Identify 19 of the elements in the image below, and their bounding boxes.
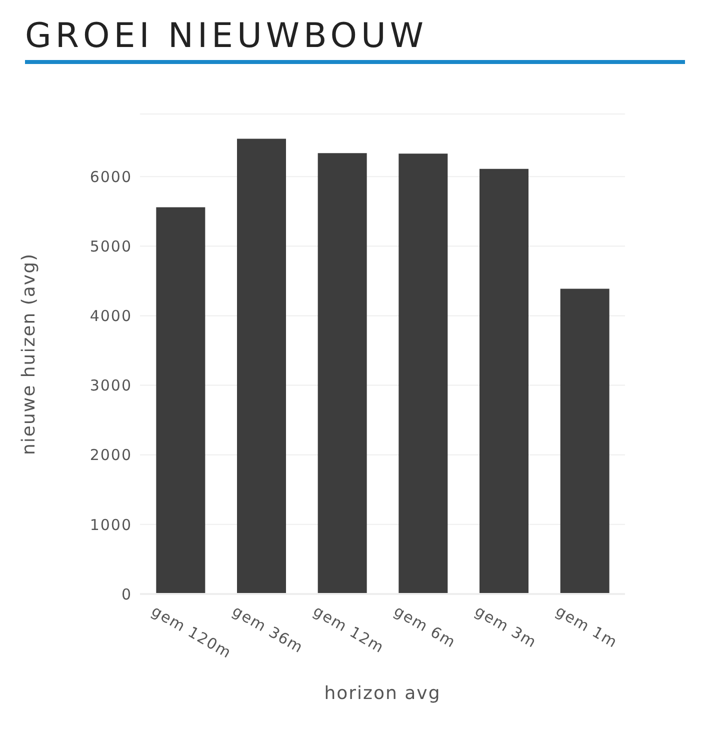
bar <box>480 168 528 594</box>
bar <box>318 153 367 594</box>
y-tick-label: 3000 <box>90 376 132 395</box>
bar <box>560 288 610 594</box>
x-axis-title: horizon avg <box>324 683 441 704</box>
x-tick-label: gem 1m <box>552 602 621 652</box>
y-tick-label: 6000 <box>90 168 132 186</box>
bar <box>398 154 448 594</box>
bar <box>156 207 206 594</box>
y-tick-label: 2000 <box>90 446 132 464</box>
chart-title: GROEI NIEUWBOUW <box>25 15 428 58</box>
y-tick-label: 0 <box>121 585 132 604</box>
x-tick-label: gem 6m <box>390 602 460 652</box>
y-tick-label: 5000 <box>90 238 132 256</box>
x-tick-label: gem 3m <box>472 602 540 652</box>
bar <box>237 138 286 594</box>
y-tick-label: 4000 <box>90 307 132 326</box>
y-axis-title: nieuwe huizen (avg) <box>18 252 40 456</box>
y-tick-label: 1000 <box>90 516 132 534</box>
